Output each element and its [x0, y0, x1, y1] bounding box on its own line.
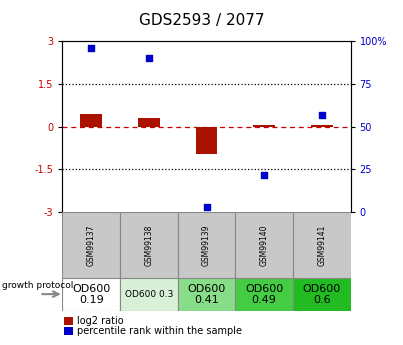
Bar: [235, 212, 293, 278]
Bar: [253, 125, 275, 127]
Point: [204, 204, 210, 210]
Bar: [311, 125, 333, 127]
Bar: [120, 278, 178, 310]
Point: [319, 112, 325, 118]
Point: [88, 46, 95, 51]
Bar: [80, 114, 102, 127]
Bar: [138, 118, 160, 127]
Text: growth protocol: growth protocol: [2, 281, 73, 290]
Text: OD600 0.3: OD600 0.3: [125, 289, 173, 299]
Bar: [293, 278, 351, 310]
Text: OD600
0.49: OD600 0.49: [245, 284, 283, 305]
Point: [261, 172, 268, 177]
Bar: [62, 212, 120, 278]
Text: GSM99141: GSM99141: [317, 224, 326, 266]
Text: OD600
0.41: OD600 0.41: [187, 284, 226, 305]
Bar: [195, 127, 218, 154]
Text: GSM99139: GSM99139: [202, 224, 211, 266]
Text: GSM99137: GSM99137: [87, 224, 96, 266]
Text: OD600
0.6: OD600 0.6: [303, 284, 341, 305]
Text: GSM99138: GSM99138: [144, 224, 154, 266]
Bar: [178, 212, 235, 278]
Text: GDS2593 / 2077: GDS2593 / 2077: [139, 13, 264, 28]
Point: [146, 56, 152, 61]
Bar: [62, 278, 120, 310]
Text: percentile rank within the sample: percentile rank within the sample: [77, 326, 241, 336]
Bar: [235, 278, 293, 310]
Text: OD600
0.19: OD600 0.19: [72, 284, 110, 305]
Bar: [120, 212, 178, 278]
Bar: [293, 212, 351, 278]
Text: GSM99140: GSM99140: [260, 224, 269, 266]
Text: log2 ratio: log2 ratio: [77, 316, 123, 326]
Bar: [178, 278, 235, 310]
